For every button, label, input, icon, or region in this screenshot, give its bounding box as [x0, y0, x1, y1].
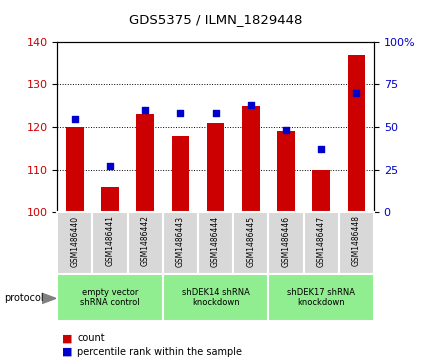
Text: shDEK14 shRNA
knockdown: shDEK14 shRNA knockdown: [182, 288, 249, 307]
Text: GSM1486447: GSM1486447: [317, 215, 326, 266]
Bar: [277, 131, 295, 212]
Text: GSM1486442: GSM1486442: [141, 215, 150, 266]
Bar: [66, 127, 84, 212]
Bar: [136, 114, 154, 212]
Point: [282, 127, 290, 133]
Bar: [348, 54, 365, 212]
Text: GSM1486443: GSM1486443: [176, 215, 185, 266]
Bar: [101, 187, 119, 212]
Point: [71, 115, 78, 121]
Text: GSM1486441: GSM1486441: [106, 215, 114, 266]
Text: shDEK17 shRNA
knockdown: shDEK17 shRNA knockdown: [287, 288, 355, 307]
Point: [212, 110, 219, 116]
Text: GSM1486448: GSM1486448: [352, 215, 361, 266]
Text: GSM1486445: GSM1486445: [246, 215, 255, 266]
Text: ■: ■: [62, 333, 72, 343]
Text: GSM1486444: GSM1486444: [211, 215, 220, 266]
Text: protocol: protocol: [4, 293, 44, 303]
Point: [177, 110, 184, 116]
Bar: [172, 135, 189, 212]
Text: percentile rank within the sample: percentile rank within the sample: [77, 347, 242, 357]
Point: [106, 163, 114, 169]
Bar: [207, 123, 224, 212]
Text: empty vector
shRNA control: empty vector shRNA control: [80, 288, 140, 307]
Text: GSM1486446: GSM1486446: [282, 215, 290, 266]
Point: [247, 102, 254, 108]
Point: [353, 90, 360, 96]
Bar: [312, 170, 330, 212]
Text: ■: ■: [62, 347, 72, 357]
Point: [318, 146, 325, 152]
Bar: [242, 106, 260, 212]
Polygon shape: [42, 293, 56, 303]
Text: count: count: [77, 333, 105, 343]
Text: GDS5375 / ILMN_1829448: GDS5375 / ILMN_1829448: [129, 13, 302, 26]
Point: [142, 107, 149, 113]
Text: GSM1486440: GSM1486440: [70, 215, 79, 266]
